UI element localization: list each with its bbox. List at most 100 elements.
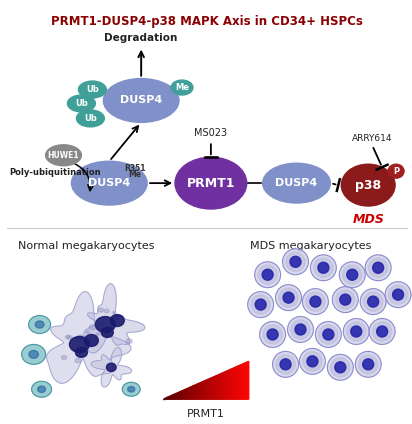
Ellipse shape	[377, 326, 388, 337]
Text: Me: Me	[175, 83, 189, 92]
Polygon shape	[244, 362, 246, 399]
Polygon shape	[199, 382, 201, 399]
Ellipse shape	[368, 258, 388, 277]
Ellipse shape	[330, 357, 350, 377]
Text: Ub: Ub	[86, 85, 99, 94]
Polygon shape	[227, 370, 229, 399]
Ellipse shape	[95, 317, 115, 332]
Polygon shape	[212, 377, 215, 399]
Ellipse shape	[67, 335, 72, 339]
Polygon shape	[193, 385, 195, 399]
Ellipse shape	[346, 322, 366, 341]
Polygon shape	[183, 390, 185, 399]
Ellipse shape	[385, 282, 411, 307]
Ellipse shape	[286, 252, 305, 271]
Ellipse shape	[303, 351, 322, 371]
Ellipse shape	[393, 289, 404, 300]
Text: Ub: Ub	[75, 99, 88, 108]
Ellipse shape	[336, 290, 355, 310]
Ellipse shape	[251, 295, 270, 314]
Polygon shape	[232, 368, 234, 399]
Text: DUSP4: DUSP4	[120, 95, 162, 106]
Ellipse shape	[279, 288, 298, 307]
Polygon shape	[197, 383, 199, 399]
Ellipse shape	[340, 294, 351, 305]
Text: R351: R351	[124, 164, 146, 173]
Ellipse shape	[101, 327, 113, 338]
Polygon shape	[91, 348, 131, 387]
Ellipse shape	[255, 262, 281, 287]
Polygon shape	[172, 394, 174, 399]
Ellipse shape	[388, 164, 404, 178]
Ellipse shape	[70, 337, 89, 352]
Ellipse shape	[369, 318, 395, 344]
Ellipse shape	[328, 354, 353, 380]
Ellipse shape	[114, 316, 119, 320]
Ellipse shape	[273, 351, 298, 377]
Ellipse shape	[307, 356, 318, 367]
Polygon shape	[204, 380, 206, 399]
Ellipse shape	[86, 331, 89, 333]
Ellipse shape	[360, 289, 386, 315]
Ellipse shape	[84, 335, 98, 346]
Ellipse shape	[260, 321, 286, 347]
Ellipse shape	[106, 363, 116, 371]
Ellipse shape	[300, 349, 325, 374]
Ellipse shape	[335, 362, 346, 373]
Text: PRMT1: PRMT1	[187, 177, 235, 190]
Ellipse shape	[66, 335, 70, 339]
Ellipse shape	[365, 255, 391, 281]
Ellipse shape	[29, 315, 51, 333]
Ellipse shape	[295, 324, 306, 335]
Ellipse shape	[347, 269, 358, 280]
Text: Degradation: Degradation	[105, 33, 178, 43]
Ellipse shape	[355, 351, 381, 377]
Polygon shape	[189, 387, 191, 399]
Ellipse shape	[280, 359, 291, 370]
Ellipse shape	[68, 95, 95, 112]
Polygon shape	[178, 392, 180, 399]
Text: PRMT1-DUSP4-p38 MAPK Axis in CD34+ HSPCs: PRMT1-DUSP4-p38 MAPK Axis in CD34+ HSPCs	[51, 15, 363, 28]
Text: MDS megakaryocytes: MDS megakaryocytes	[250, 241, 371, 251]
Ellipse shape	[341, 164, 395, 206]
Ellipse shape	[35, 321, 44, 328]
Ellipse shape	[96, 333, 100, 335]
Ellipse shape	[61, 356, 67, 360]
Ellipse shape	[126, 339, 132, 343]
Polygon shape	[234, 367, 236, 399]
Text: Normal megakaryocytes: Normal megakaryocytes	[18, 241, 154, 251]
Ellipse shape	[75, 347, 87, 357]
Text: PRMT1: PRMT1	[187, 409, 225, 419]
Ellipse shape	[103, 78, 179, 123]
Ellipse shape	[104, 309, 109, 313]
Polygon shape	[191, 386, 193, 399]
Polygon shape	[229, 369, 232, 399]
Ellipse shape	[368, 296, 379, 307]
Ellipse shape	[351, 326, 362, 337]
Ellipse shape	[372, 262, 384, 273]
Ellipse shape	[128, 386, 135, 392]
Ellipse shape	[98, 308, 103, 312]
Ellipse shape	[87, 338, 91, 341]
Ellipse shape	[108, 326, 112, 329]
Ellipse shape	[332, 287, 358, 312]
Ellipse shape	[363, 292, 383, 311]
Polygon shape	[163, 398, 165, 399]
Ellipse shape	[262, 163, 330, 203]
Polygon shape	[185, 389, 187, 399]
Text: Me: Me	[129, 170, 142, 179]
Text: Poly-ubiquitination: Poly-ubiquitination	[10, 167, 101, 177]
Ellipse shape	[318, 325, 338, 344]
Ellipse shape	[267, 329, 278, 340]
Ellipse shape	[314, 258, 333, 277]
Ellipse shape	[290, 256, 301, 267]
Polygon shape	[169, 396, 172, 399]
Ellipse shape	[262, 269, 273, 280]
Text: DUSP4: DUSP4	[275, 178, 318, 188]
Text: p38: p38	[355, 179, 381, 192]
Ellipse shape	[258, 265, 277, 285]
Ellipse shape	[343, 318, 369, 344]
Ellipse shape	[318, 262, 329, 273]
Ellipse shape	[77, 110, 104, 127]
Ellipse shape	[255, 299, 266, 310]
